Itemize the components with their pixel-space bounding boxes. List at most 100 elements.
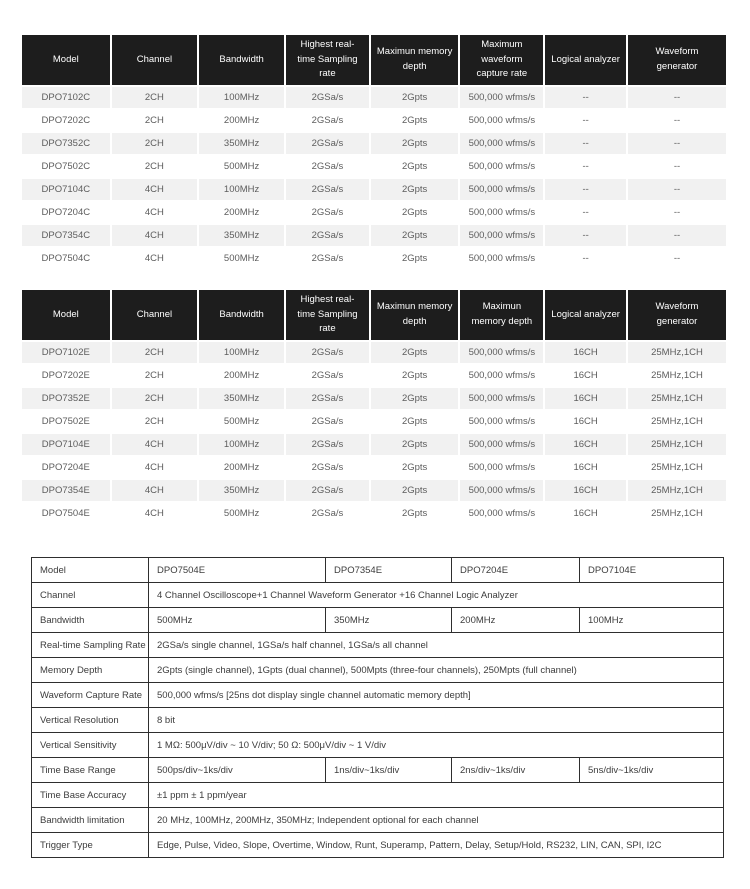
table-cell: -- bbox=[627, 87, 726, 108]
table-cell: -- bbox=[545, 202, 626, 223]
table-row: DPO7202E 2CH 200MHz 2GSa/s 2Gpts 500,000 wfms… bbox=[22, 365, 726, 386]
table-cell: -- bbox=[545, 225, 626, 246]
spec-span-value: ±1 ppm ± 1 ppm/year bbox=[148, 782, 724, 808]
table-cell: 500MHz bbox=[199, 248, 285, 269]
table-cell: 16CH bbox=[545, 388, 626, 409]
table-row: DPO7352E 2CH 350MHz 2GSa/s 2Gpts 500,000 wfms… bbox=[22, 388, 726, 409]
table-cell: 500MHz bbox=[199, 411, 285, 432]
table-cell: 2GSa/s bbox=[286, 365, 369, 386]
spec-value: 200MHz bbox=[451, 607, 580, 633]
table-cell: 2Gpts bbox=[370, 457, 459, 478]
table-cell: -- bbox=[627, 248, 726, 269]
table-cell: 2Gpts bbox=[370, 87, 459, 108]
table-cell: 100MHz bbox=[199, 434, 285, 455]
table-cell: 2CH bbox=[111, 156, 198, 177]
table-cell: 500,000 wfms/s bbox=[460, 179, 544, 200]
table-cell: DPO7504C bbox=[22, 248, 110, 269]
spec-value: 500ps/div~1ks/div bbox=[148, 757, 326, 783]
spec-label: Time Base Accuracy bbox=[31, 782, 149, 808]
table-cell: 2Gpts bbox=[370, 110, 459, 131]
table-cell: 2Gpts bbox=[370, 248, 459, 269]
table-row: Bandwidth limitation 20 MHz, 100MHz, 200M… bbox=[31, 807, 724, 833]
detail-table-body: Model DPO7504E DPO7354E DPO7204E DPO7104E Cha… bbox=[31, 557, 724, 858]
table-row: Time Base Accuracy ±1 ppm ± 1 ppm/year bbox=[31, 782, 724, 808]
table-cell: 500,000 wfms/s bbox=[460, 411, 544, 432]
table-cell: 2Gpts bbox=[370, 365, 459, 386]
spec-label: Bandwidth limitation bbox=[31, 807, 149, 833]
table-cell: DPO7504E bbox=[22, 503, 110, 524]
table-cell: 2Gpts bbox=[370, 179, 459, 200]
table-cell: 4CH bbox=[111, 480, 198, 501]
table-row: Vertical Sensitivity 1 MΩ: 500μV/div ~ 10… bbox=[31, 732, 724, 758]
table-row: DPO7102C 2CH 100MHz 2GSa/s 2Gpts 500,000 wfms… bbox=[22, 87, 726, 108]
spec-label: Bandwidth bbox=[31, 607, 149, 633]
table-cell: 500,000 wfms/s bbox=[460, 248, 544, 269]
table-row: DPO7204C 4CH 200MHz 2GSa/s 2Gpts 500,000 wfms… bbox=[22, 202, 726, 223]
spec-label: Time Base Range bbox=[31, 757, 149, 783]
table-cell: DPO7352E bbox=[22, 388, 110, 409]
table-cell: 350MHz bbox=[199, 225, 285, 246]
table-cell: 2Gpts bbox=[370, 434, 459, 455]
series-e-table-body: DPO7102E 2CH 100MHz 2GSa/s 2Gpts 500,000 wfms… bbox=[22, 342, 726, 524]
table-row: Time Base Range 500ps/div~1ks/div 1ns/div~… bbox=[31, 757, 724, 783]
column-header: Maximun memory depth bbox=[376, 46, 453, 72]
table-gap bbox=[20, 526, 728, 557]
spec-span-value: Edge, Pulse, Video, Slope, Overtime, Win… bbox=[148, 832, 724, 858]
table-cell: 25MHz,1CH bbox=[627, 457, 726, 478]
table-cell: -- bbox=[627, 202, 726, 223]
table-row: DPO7104E 4CH 100MHz 2GSa/s 2Gpts 500,000 wfms… bbox=[22, 434, 726, 455]
table-cell: DPO7352C bbox=[22, 133, 110, 154]
table-cell: 350MHz bbox=[199, 133, 285, 154]
table-cell: 2GSa/s bbox=[286, 133, 369, 154]
spec-span-value: 500,000 wfms/s [25ns dot display single … bbox=[148, 682, 724, 708]
table-row: DPO7502E 2CH 500MHz 2GSa/s 2Gpts 500,000 wfms… bbox=[22, 411, 726, 432]
column-header: Highest real-time Sampling rate bbox=[297, 38, 358, 80]
spec-value: 1ns/div~1ks/div bbox=[325, 757, 452, 783]
table-cell: DPO7202E bbox=[22, 365, 110, 386]
table-cell: 2GSa/s bbox=[286, 87, 369, 108]
table-cell: 500,000 wfms/s bbox=[460, 388, 544, 409]
table-cell: DPO7104E bbox=[22, 434, 110, 455]
table-cell: DPO7502C bbox=[22, 156, 110, 177]
column-header: Waveform generator bbox=[655, 46, 699, 72]
column-header: Maximun memory depth bbox=[471, 301, 533, 327]
detail-table-section: Model DPO7504E DPO7354E DPO7204E DPO7104E Cha… bbox=[20, 557, 728, 858]
column-header: Waveform generator bbox=[655, 301, 699, 327]
series-c-table-body: DPO7102C 2CH 100MHz 2GSa/s 2Gpts 500,000 wfms… bbox=[22, 87, 726, 269]
table-cell: 500MHz bbox=[199, 156, 285, 177]
table-cell: 4CH bbox=[111, 179, 198, 200]
table-cell: 2CH bbox=[111, 411, 198, 432]
table-cell: 500,000 wfms/s bbox=[460, 87, 544, 108]
table-cell: 2Gpts bbox=[370, 156, 459, 177]
table-row: DPO7104C 4CH 100MHz 2GSa/s 2Gpts 500,000 wfms… bbox=[22, 179, 726, 200]
table-cell: -- bbox=[545, 87, 626, 108]
table-cell: -- bbox=[627, 133, 726, 154]
table-cell: 25MHz,1CH bbox=[627, 503, 726, 524]
table-cell: 25MHz,1CH bbox=[627, 342, 726, 363]
table-cell: 2Gpts bbox=[370, 503, 459, 524]
table-row: Vertical Resolution 8 bit bbox=[31, 707, 724, 733]
column-header: Maximum waveform capture rate bbox=[476, 38, 528, 80]
table-row: DPO7202C 2CH 200MHz 2GSa/s 2Gpts 500,000 wfms… bbox=[22, 110, 726, 131]
series-c-table: Model Channel Bandwidth Highest real-time S… bbox=[20, 33, 728, 271]
table-row: Trigger Type Edge, Pulse, Video, Slope, O… bbox=[31, 832, 724, 858]
spec-label: Channel bbox=[31, 582, 149, 608]
table-cell: 2GSa/s bbox=[286, 434, 369, 455]
table-row: Memory Depth 2Gpts (single channel), 1Gpt… bbox=[31, 657, 724, 683]
table-cell: 2GSa/s bbox=[286, 179, 369, 200]
table-cell: 500,000 wfms/s bbox=[460, 434, 544, 455]
table-cell: 200MHz bbox=[199, 202, 285, 223]
table-row: DPO7354C 4CH 350MHz 2GSa/s 2Gpts 500,000 wfms… bbox=[22, 225, 726, 246]
table-cell: 4CH bbox=[111, 202, 198, 223]
table-cell: 2GSa/s bbox=[286, 457, 369, 478]
table-cell: 500,000 wfms/s bbox=[460, 133, 544, 154]
column-header: Model bbox=[52, 53, 79, 65]
table-row: DPO7352C 2CH 350MHz 2GSa/s 2Gpts 500,000 wfms… bbox=[22, 133, 726, 154]
column-header: Bandwidth bbox=[219, 53, 264, 65]
table-cell: 16CH bbox=[545, 365, 626, 386]
spec-label: Model bbox=[31, 557, 149, 583]
table-cell: 2GSa/s bbox=[286, 480, 369, 501]
column-header: Channel bbox=[136, 53, 173, 65]
spec-value: 350MHz bbox=[325, 607, 452, 633]
spec-value: 5ns/div~1ks/div bbox=[579, 757, 724, 783]
